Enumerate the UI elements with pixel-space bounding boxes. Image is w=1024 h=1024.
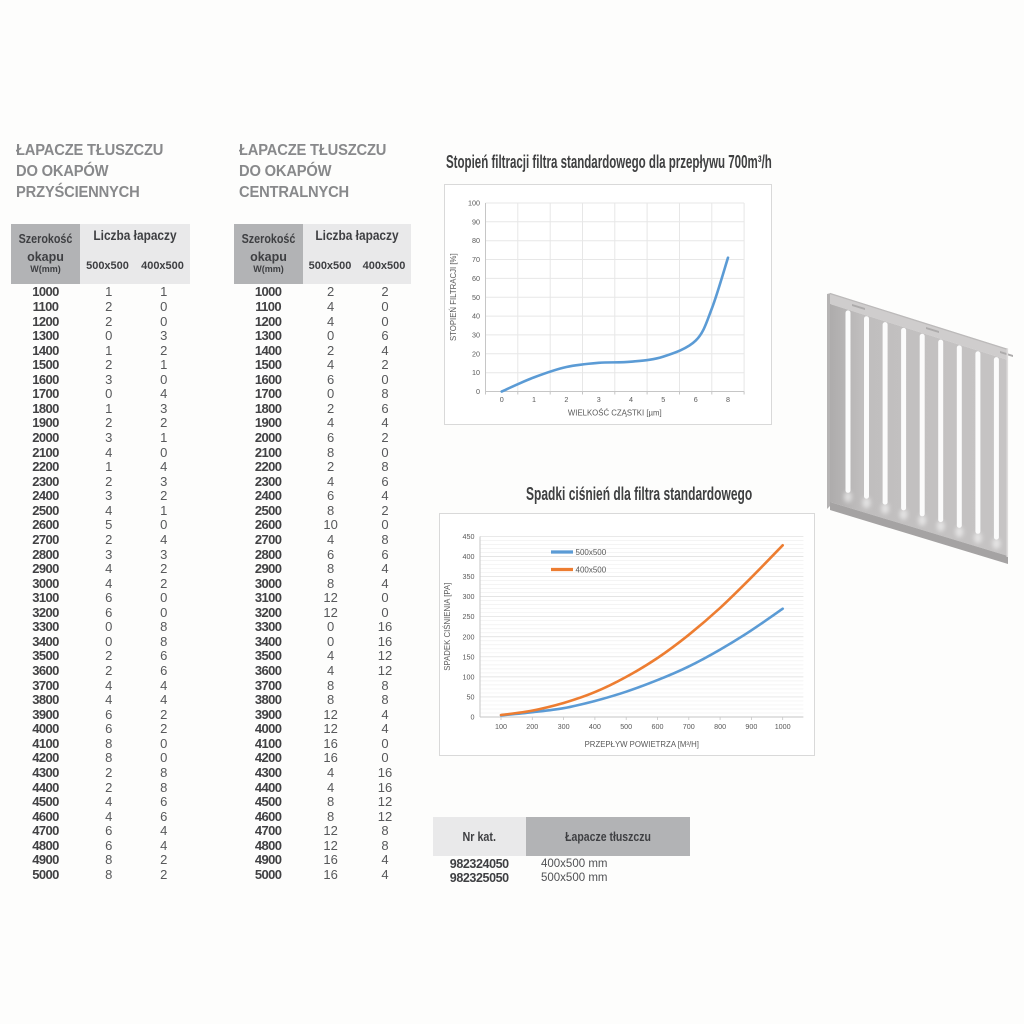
- svg-text:8: 8: [726, 395, 730, 404]
- svg-text:100: 100: [463, 672, 475, 681]
- svg-text:2: 2: [564, 395, 568, 404]
- svg-text:1000: 1000: [775, 722, 791, 731]
- svg-text:STOPIEŃ FILTRACJI [%]: STOPIEŃ FILTRACJI [%]: [449, 253, 458, 341]
- svg-text:PRZEPŁYW POWIETRZA [M³/H]: PRZEPŁYW POWIETRZA [M³/H]: [585, 740, 699, 749]
- svg-text:300: 300: [558, 722, 570, 731]
- svg-text:500: 500: [620, 722, 632, 731]
- svg-text:80: 80: [472, 236, 480, 245]
- svg-text:3: 3: [597, 395, 601, 404]
- svg-text:100: 100: [468, 199, 480, 208]
- svg-text:0: 0: [500, 395, 504, 404]
- svg-text:50: 50: [467, 692, 475, 701]
- svg-text:700: 700: [683, 722, 695, 731]
- svg-text:600: 600: [652, 722, 664, 731]
- svg-text:400: 400: [589, 722, 601, 731]
- svg-text:800: 800: [714, 722, 726, 731]
- svg-text:5: 5: [661, 395, 665, 404]
- svg-text:6: 6: [694, 395, 698, 404]
- svg-text:WIELKOŚĆ CZĄSTKI [µm]: WIELKOŚĆ CZĄSTKI [µm]: [568, 409, 662, 418]
- svg-text:0: 0: [471, 713, 475, 722]
- svg-text:90: 90: [472, 217, 480, 226]
- svg-text:200: 200: [463, 632, 475, 641]
- svg-text:300: 300: [463, 592, 475, 601]
- svg-text:400x500: 400x500: [576, 565, 607, 574]
- svg-text:1: 1: [532, 395, 536, 404]
- svg-text:150: 150: [463, 652, 475, 661]
- svg-text:4: 4: [629, 395, 633, 404]
- svg-text:200: 200: [526, 722, 538, 731]
- svg-text:30: 30: [472, 330, 480, 339]
- svg-text:20: 20: [472, 349, 480, 358]
- svg-text:40: 40: [472, 312, 480, 321]
- svg-text:100: 100: [495, 722, 507, 731]
- svg-text:SPADEK CIŚNIENIA [PA]: SPADEK CIŚNIENIA [PA]: [443, 583, 452, 671]
- svg-text:900: 900: [745, 722, 757, 731]
- svg-text:450: 450: [463, 532, 475, 541]
- svg-text:0: 0: [476, 387, 480, 396]
- svg-text:10: 10: [472, 368, 480, 377]
- svg-text:350: 350: [463, 572, 475, 581]
- svg-text:50: 50: [472, 293, 480, 302]
- svg-text:500x500: 500x500: [576, 548, 607, 557]
- svg-text:250: 250: [463, 612, 475, 621]
- svg-text:70: 70: [472, 255, 480, 264]
- svg-text:60: 60: [472, 274, 480, 283]
- svg-text:400: 400: [463, 552, 475, 561]
